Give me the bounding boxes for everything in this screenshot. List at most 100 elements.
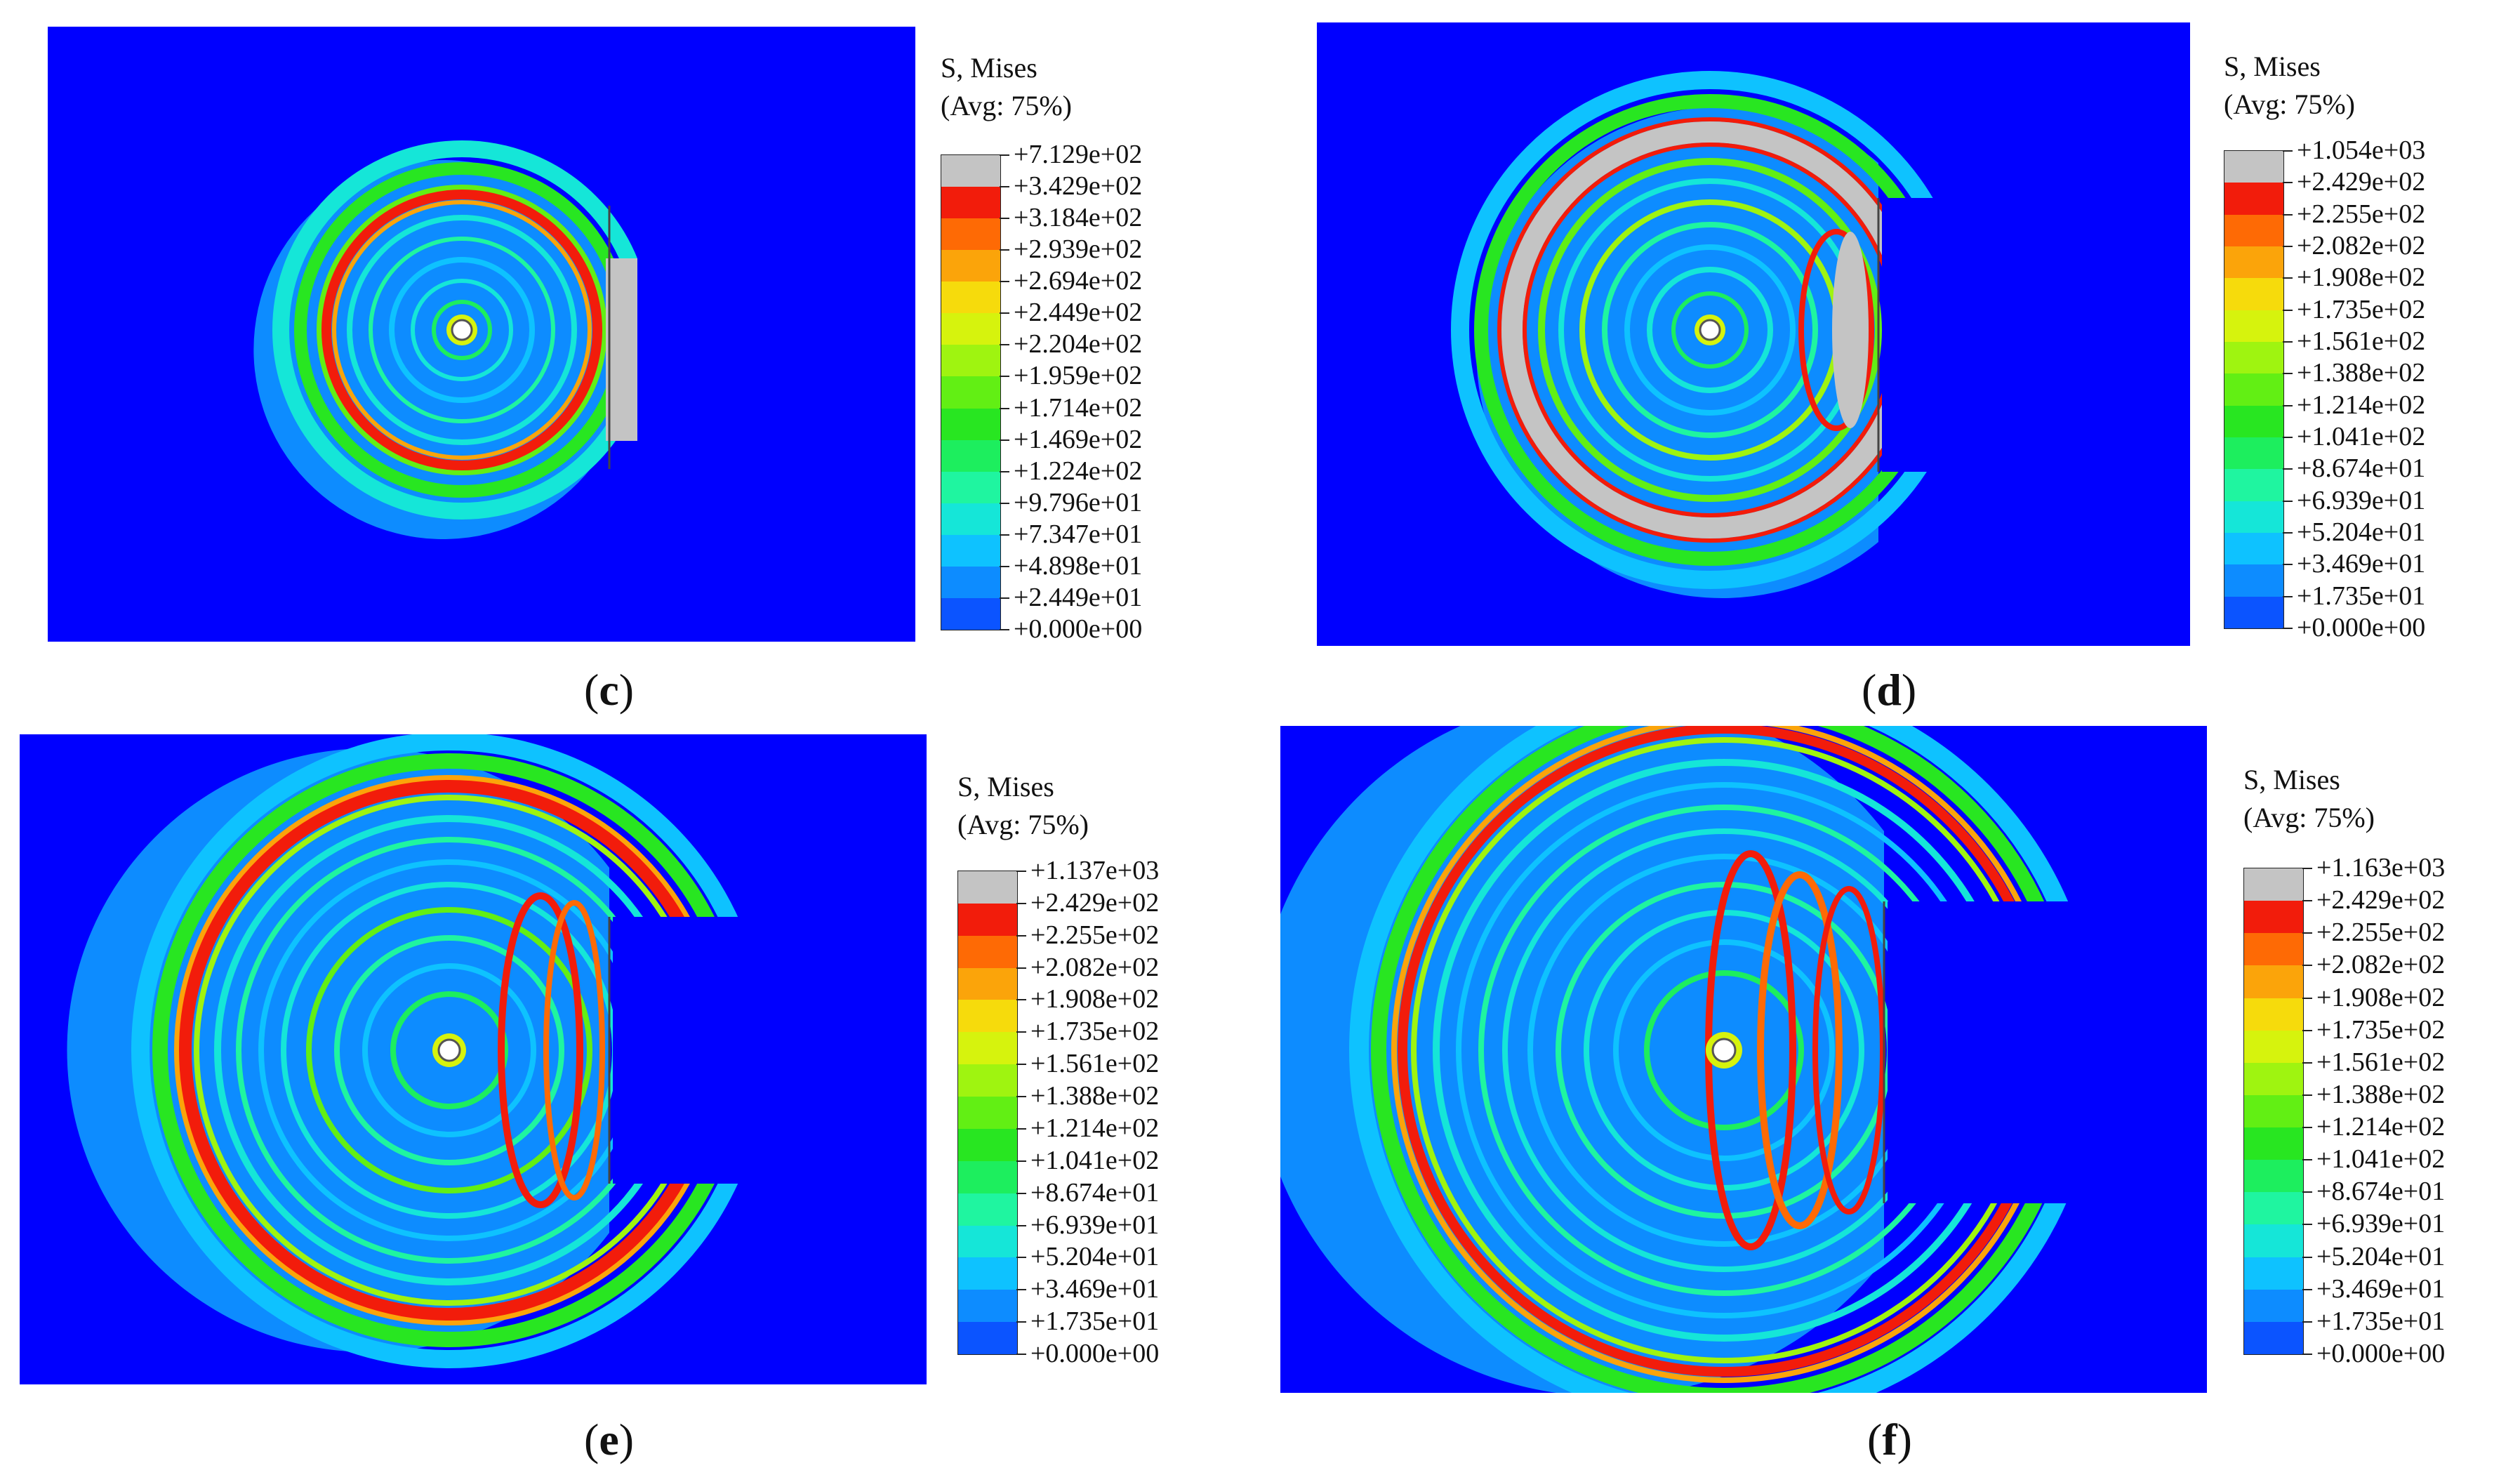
colorbar-swatch — [2244, 1160, 2303, 1193]
colorbar-tick-label: +1.041e+02 — [1030, 1145, 1160, 1175]
colorbar-swatch — [941, 376, 1000, 409]
tick-mark — [1000, 344, 1009, 346]
tick-mark — [1016, 1127, 1026, 1130]
panel-caption: (e) — [584, 1415, 635, 1464]
panel-caption: (d) — [1862, 665, 1917, 715]
tick-mark — [2302, 1354, 2312, 1355]
legend-title: S, Mises — [957, 771, 1054, 802]
colorbar-swatch — [2244, 1062, 2303, 1096]
tick-mark — [2283, 246, 2293, 247]
colorbar-tick-label: +1.388e+02 — [2316, 1079, 2446, 1109]
colorbar-tick-label: +8.674e+01 — [2297, 454, 2426, 484]
tick-mark — [2283, 150, 2293, 152]
colorbar-swatch — [958, 1032, 1017, 1065]
tick-mark — [1000, 376, 1009, 378]
tick-mark — [2302, 1256, 2312, 1258]
legend-title: S, Mises — [2224, 51, 2321, 82]
colorbar-tick-label: +1.908e+02 — [2297, 263, 2426, 293]
colorbar-tick-label: +1.735e+02 — [2316, 1014, 2446, 1045]
colorbar-tick-label: +0.000e+00 — [2316, 1339, 2446, 1368]
colorbar-swatch — [941, 218, 1000, 251]
colorbar-swatch — [2224, 342, 2283, 374]
colorbar-swatch — [2244, 868, 2303, 901]
tick-mark — [1016, 1354, 1026, 1355]
stress-contour-plot — [1317, 22, 2190, 646]
tick-mark — [2283, 532, 2293, 534]
tick-mark — [1016, 1096, 1026, 1098]
colorbar-swatch — [2224, 596, 2283, 629]
colorbar-tick-label: +2.255e+02 — [2297, 199, 2426, 229]
colorbar-swatch — [2224, 437, 2283, 470]
tick-mark — [2302, 932, 2312, 934]
tick-mark — [2302, 1127, 2312, 1129]
legend-title: S, Mises — [941, 52, 1037, 84]
colorbar-swatch — [941, 566, 1000, 599]
legend-title: S, Mises — [2243, 764, 2340, 795]
colorbar-tick-label: +1.388e+02 — [2297, 358, 2426, 388]
panel-caption: (f) — [1867, 1415, 1912, 1464]
colorbar-tick-label: +5.204e+01 — [1030, 1242, 1160, 1272]
colorbar-swatch — [2244, 1321, 2303, 1355]
colorbar-swatch — [958, 1064, 1017, 1097]
tick-mark — [1000, 629, 1009, 630]
colorbar-tick-label: +1.163e+03 — [2316, 853, 2446, 882]
colorbar-tick-label: +2.449e+01 — [1014, 582, 1143, 612]
tick-mark — [2302, 1224, 2312, 1226]
colorbar-tick-label: +9.796e+01 — [1014, 487, 1143, 517]
colorbar-tick-label: +1.561e+02 — [2316, 1047, 2446, 1077]
colorbar-swatch — [2244, 1224, 2303, 1258]
colorbar-swatch — [941, 282, 1000, 314]
colorbar-swatch — [2244, 933, 2303, 966]
colorbar-tick-label: +1.214e+02 — [1030, 1113, 1160, 1143]
colorbar-swatch — [941, 345, 1000, 377]
colorbar-tick-label: +1.735e+01 — [2297, 581, 2426, 611]
colorbar-tick-label: +2.082e+02 — [2316, 950, 2446, 980]
colorbar-tick-label: +1.735e+01 — [1030, 1306, 1160, 1337]
colorbar-tick-label: +1.388e+02 — [1030, 1081, 1160, 1111]
colorbar-swatch — [2244, 1192, 2303, 1225]
tick-mark — [1000, 312, 1009, 315]
colorbar-tick-label: +1.137e+03 — [1030, 856, 1160, 885]
tick-mark — [1000, 534, 1009, 536]
tick-mark — [2283, 564, 2293, 566]
colorbar-swatch — [2244, 901, 2303, 934]
tick-mark — [2302, 1061, 2312, 1064]
colorbar-swatch — [2224, 373, 2283, 406]
stress-contour-plot — [48, 27, 915, 642]
colorbar-tick-label: +7.347e+01 — [1014, 519, 1143, 549]
tick-mark — [1000, 565, 1009, 567]
colorbar-tick-label: +1.054e+03 — [2297, 135, 2426, 165]
tick-mark — [1016, 1289, 1026, 1291]
tick-mark — [2302, 1288, 2312, 1290]
colorbar-swatch — [941, 408, 1000, 441]
colorbar — [957, 871, 1018, 1355]
tick-mark — [1000, 249, 1009, 251]
tick-mark — [2283, 373, 2293, 375]
colorbar-tick-label: +3.469e+01 — [2316, 1273, 2446, 1304]
tick-mark — [2302, 1191, 2312, 1193]
colorbar-tick-label: +7.129e+02 — [1014, 140, 1143, 169]
colorbar-swatch — [941, 534, 1000, 567]
colorbar-tick-label: +2.082e+02 — [1030, 952, 1160, 982]
colorbar-tick-label: +0.000e+00 — [1014, 614, 1143, 644]
legend-subtitle: (Avg: 75%) — [2224, 88, 2355, 120]
colorbar-swatch — [958, 967, 1017, 1000]
tick-mark — [2283, 277, 2293, 279]
colorbar-tick-label: +1.908e+02 — [1030, 984, 1160, 1014]
colorbar-swatch — [2224, 405, 2283, 438]
colorbar-swatch — [2244, 1289, 2303, 1323]
colorbar-swatch — [2224, 183, 2283, 216]
colorbar-tick-label: +2.429e+02 — [2316, 885, 2446, 915]
colorbar-tick-label: +1.041e+02 — [2316, 1144, 2446, 1175]
tick-mark — [1000, 281, 1009, 283]
colorbar-tick-label: +4.898e+01 — [1014, 550, 1143, 581]
colorbar-swatch — [2224, 501, 2283, 534]
colorbar-tick-label: +1.214e+02 — [2297, 390, 2426, 420]
colorbar-swatch — [2224, 151, 2283, 183]
colorbar-tick-label: +2.429e+02 — [1030, 887, 1160, 918]
colorbar-swatch — [941, 155, 1000, 187]
tick-mark — [1000, 502, 1009, 504]
colorbar-swatch — [2224, 278, 2283, 311]
tick-mark — [2302, 1029, 2312, 1031]
colorbar-swatch — [2224, 469, 2283, 502]
